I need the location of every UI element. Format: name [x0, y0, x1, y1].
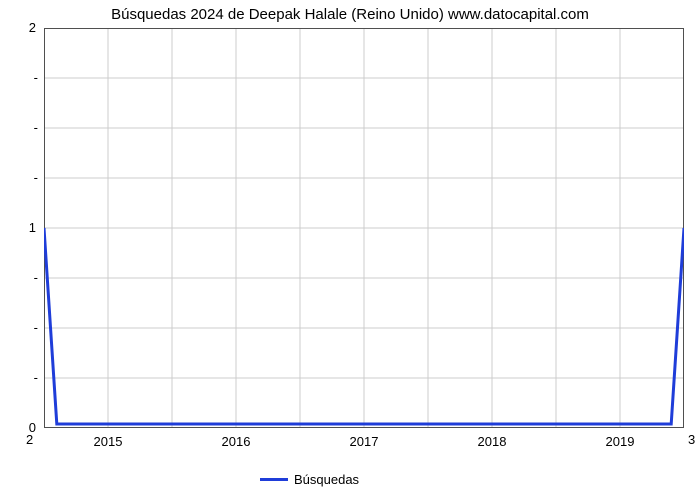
legend-label: Búsquedas — [294, 472, 359, 487]
y-minor-tick: - — [28, 370, 38, 385]
chart-title: Búsquedas 2024 de Deepak Halale (Reino U… — [0, 6, 700, 23]
y-minor-tick: - — [28, 170, 38, 185]
x-tick-label: 2019 — [606, 434, 635, 449]
x-tick-label: 2016 — [222, 434, 251, 449]
y-minor-tick: - — [28, 320, 38, 335]
y-minor-tick: - — [28, 120, 38, 135]
x-tick-label: 2018 — [478, 434, 507, 449]
y-tick-label: 2 — [22, 20, 36, 35]
x-tick-label: 2017 — [350, 434, 379, 449]
secondary-label-right: 3 — [688, 432, 695, 447]
y-tick-label: 1 — [22, 220, 36, 235]
legend: Búsquedas — [260, 472, 359, 487]
x-tick-label: 2015 — [94, 434, 123, 449]
chart-container: Búsquedas 2024 de Deepak Halale (Reino U… — [0, 0, 700, 500]
plot-area — [44, 28, 684, 428]
legend-line — [260, 478, 288, 481]
y-minor-tick: - — [28, 70, 38, 85]
secondary-label-left: 2 — [26, 432, 33, 447]
y-minor-tick: - — [28, 270, 38, 285]
